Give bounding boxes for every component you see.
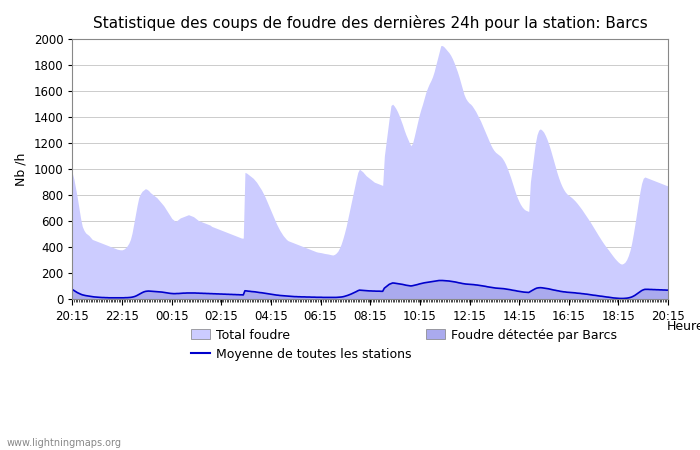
Legend: Total foudre, Moyenne de toutes les stations, Foudre détectée par Barcs: Total foudre, Moyenne de toutes les stat… (186, 324, 622, 366)
Title: Statistique des coups de foudre des dernières 24h pour la station: Barcs: Statistique des coups de foudre des dern… (93, 15, 648, 31)
Text: www.lightningmaps.org: www.lightningmaps.org (7, 438, 122, 448)
X-axis label: Heure: Heure (667, 320, 700, 333)
Y-axis label: Nb /h: Nb /h (15, 153, 28, 186)
